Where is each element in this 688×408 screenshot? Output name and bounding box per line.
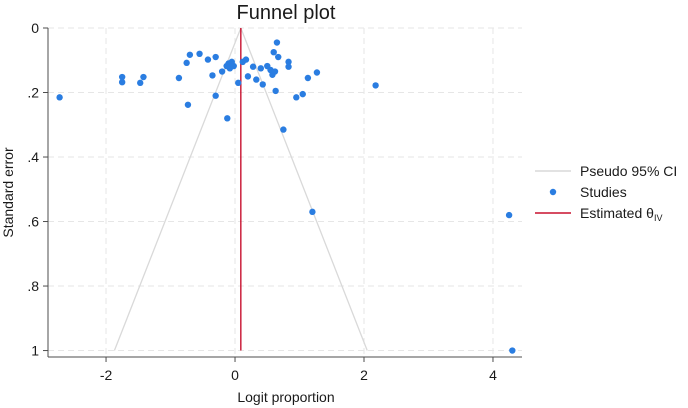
x-tick-label-0: -2 xyxy=(100,367,113,383)
y-tick-label-3: .6 xyxy=(27,214,39,230)
y-tick-label-2: .4 xyxy=(27,149,39,165)
study-point-42 xyxy=(304,74,312,82)
x-axis-label: Logit proportion xyxy=(237,389,334,405)
study-point-43 xyxy=(313,69,321,76)
study-point-36 xyxy=(272,87,279,95)
study-point-5 xyxy=(175,74,183,82)
study-point-10 xyxy=(204,56,212,63)
study-point-45 xyxy=(372,82,379,89)
y-tick-label-0: 0 xyxy=(31,20,39,36)
study-point-34 xyxy=(273,39,281,46)
study-point-46 xyxy=(505,211,513,219)
study-point-11 xyxy=(209,72,216,79)
y-tick-label-4: .8 xyxy=(27,278,39,294)
grid-lines xyxy=(48,27,522,357)
study-point-13 xyxy=(212,92,219,99)
study-point-25 xyxy=(249,63,257,70)
study-point-9 xyxy=(196,50,203,58)
study-point-37 xyxy=(280,126,287,133)
study-point-35 xyxy=(275,53,282,61)
study-point-32 xyxy=(271,68,279,75)
study-point-27 xyxy=(257,65,265,72)
study-point-4 xyxy=(140,73,147,81)
x-tick-label-3: 4 xyxy=(489,367,497,383)
y-axis-label: Standard error xyxy=(0,147,16,238)
x-tick-label-1: 0 xyxy=(231,367,239,383)
study-point-7 xyxy=(186,51,194,58)
axes: 0 .2 .4 .6 .8 1 -2 0 2 4 xyxy=(27,20,522,383)
legend-studies-swatch xyxy=(549,188,557,196)
legend-subscript: IV xyxy=(654,213,663,223)
legend: Pseudo 95% CI Studies Estimated θIV xyxy=(535,163,677,223)
study-point-8 xyxy=(184,101,192,108)
study-point-41 xyxy=(299,90,306,98)
study-point-3 xyxy=(137,79,144,87)
study-point-26 xyxy=(253,76,260,83)
study-point-40 xyxy=(293,94,300,101)
study-point-47 xyxy=(509,347,516,354)
study-points xyxy=(56,39,516,354)
x-tick-label-2: 2 xyxy=(360,367,368,383)
legend-label-ci: Pseudo 95% CI xyxy=(580,163,677,179)
study-point-2 xyxy=(118,78,126,86)
study-point-44 xyxy=(309,208,316,216)
study-point-39 xyxy=(285,63,292,70)
study-point-1 xyxy=(118,73,126,81)
study-point-6 xyxy=(183,59,190,67)
study-point-38 xyxy=(285,58,292,66)
study-point-19 xyxy=(230,62,237,70)
chart-title: Funnel plot xyxy=(237,2,336,24)
study-point-24 xyxy=(244,73,252,80)
legend-label-estimate: Estimated θIV xyxy=(580,205,662,223)
study-point-12 xyxy=(212,53,219,61)
y-tick-label-1: .2 xyxy=(27,85,39,101)
ci-upper-line xyxy=(240,27,368,351)
y-tick-label-5: 1 xyxy=(31,343,39,359)
study-point-28 xyxy=(259,81,266,88)
study-point-23 xyxy=(242,56,250,63)
study-point-0 xyxy=(56,94,63,101)
legend-label-points: Studies xyxy=(580,184,627,200)
ci-lower-line xyxy=(113,27,242,351)
study-point-14 xyxy=(218,68,226,75)
study-point-21 xyxy=(235,79,242,87)
study-point-33 xyxy=(270,48,277,56)
study-point-20 xyxy=(224,115,231,122)
